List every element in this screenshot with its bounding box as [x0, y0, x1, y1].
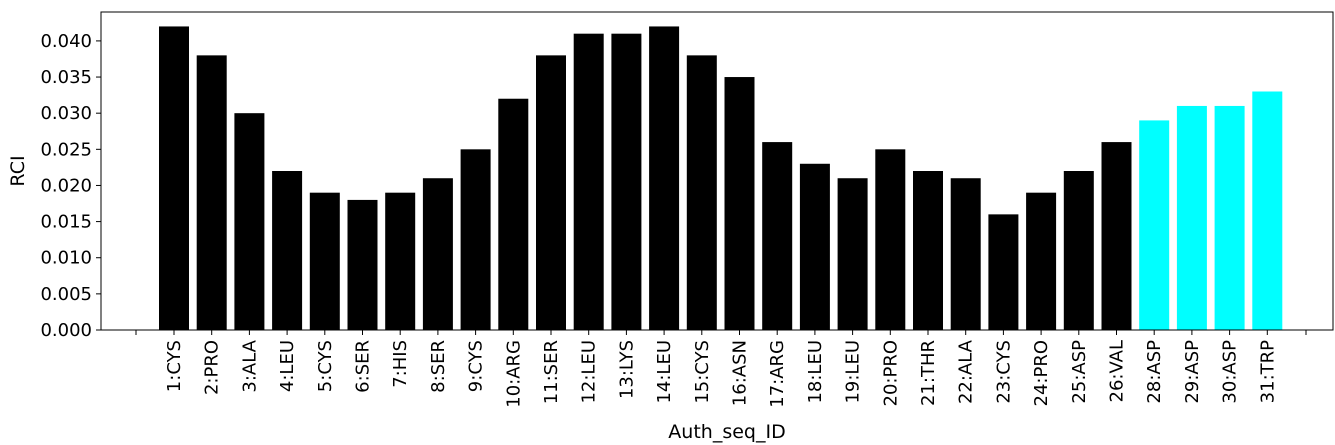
- y-tick-label: 0.005: [40, 284, 92, 305]
- x-tick-label: 1:CYS: [164, 340, 185, 392]
- x-tick-label: 14:LEU: [654, 340, 675, 404]
- bar: [1026, 192, 1057, 330]
- y-tick-label: 0.010: [40, 248, 92, 269]
- x-tick-label: 20:PRO: [880, 340, 901, 407]
- x-tick-label: 9:CYS: [466, 340, 487, 392]
- x-tick-label: 6:SER: [353, 340, 374, 393]
- bar: [686, 55, 717, 331]
- x-tick-label: 13:LYS: [616, 340, 637, 399]
- bar: [1101, 142, 1132, 330]
- x-tick-label: 18:LEU: [805, 340, 826, 404]
- x-tick-label: 26:VAL: [1107, 340, 1128, 402]
- x-axis-label: Auth_seq_ID: [668, 421, 785, 443]
- y-tick-label: 0.035: [40, 67, 92, 88]
- x-tick-label: 5:CYS: [315, 340, 336, 392]
- y-tick-label: 0.025: [40, 139, 92, 160]
- x-tick-label: 15:CYS: [692, 340, 713, 404]
- x-tick-label: 11:SER: [541, 340, 562, 404]
- bar: [309, 192, 340, 330]
- bar: [988, 214, 1019, 330]
- bar: [498, 98, 529, 330]
- x-tick-label: 7:HIS: [390, 340, 411, 388]
- x-tick-label: 16:ASN: [730, 340, 751, 406]
- x-tick-label: 3:ALA: [239, 339, 260, 392]
- bar: [385, 192, 416, 330]
- x-tick-label: 19:LEU: [843, 340, 864, 404]
- bar: [913, 171, 943, 330]
- bar: [347, 199, 378, 330]
- x-tick-label: 22:ALA: [956, 339, 977, 404]
- bar: [1176, 105, 1207, 330]
- x-tick-label: 2:PRO: [202, 340, 223, 395]
- bar: [536, 55, 566, 331]
- y-axis-ticks: 0.000 0.005 0.010 0.015 0.020 0.025 0.030 0.035…: [40, 31, 101, 341]
- x-tick-label: 29:ASP: [1182, 340, 1203, 404]
- y-tick-label: 0.020: [40, 175, 92, 196]
- bar: [196, 55, 227, 331]
- x-tick-label: 10:ARG: [503, 340, 524, 408]
- x-tick-label: 24:PRO: [1031, 340, 1052, 407]
- x-tick-label: 12:LEU: [579, 340, 600, 404]
- plot-frame: [100, 11, 1334, 331]
- bar: [799, 163, 830, 330]
- y-tick-label: 0.015: [40, 212, 92, 233]
- bars-group: [159, 26, 1283, 331]
- bar: [272, 171, 303, 330]
- y-tick-label: 0.040: [40, 31, 92, 52]
- bar: [1214, 105, 1245, 330]
- bar: [460, 149, 491, 330]
- bar: [611, 33, 642, 331]
- bar: [875, 149, 906, 330]
- bar: [649, 26, 680, 330]
- bar: [573, 33, 604, 331]
- bar: [950, 178, 981, 330]
- bar: [1252, 91, 1283, 330]
- bar: [422, 178, 453, 330]
- x-tick-label: 30:ASP: [1220, 340, 1241, 404]
- bar: [159, 26, 189, 330]
- x-tick-label: 8:SER: [428, 340, 449, 393]
- y-tick-label: 0.000: [40, 320, 92, 341]
- x-tick-label: 21:THR: [918, 340, 939, 406]
- x-tick-label: 23:CYS: [993, 340, 1014, 404]
- x-tick-label: 25:ASP: [1069, 340, 1090, 404]
- x-axis-ticks: 1:CYS 2:PRO 3:ALA 4:LEU 5:CYS 6:SER 7:HIS 8:SER…: [135, 330, 1307, 408]
- x-tick-label: 28:ASP: [1144, 340, 1165, 404]
- y-tick-label: 0.030: [40, 103, 92, 124]
- x-tick-label: 4:LEU: [277, 340, 298, 392]
- y-axis-label: RCI: [7, 155, 29, 186]
- bar: [837, 178, 868, 330]
- bar: [234, 113, 265, 331]
- x-tick-label: 31:TRP: [1257, 340, 1278, 403]
- bar: [1063, 171, 1094, 330]
- bar: [1139, 120, 1170, 330]
- bar: [762, 142, 793, 330]
- x-tick-label: 17:ARG: [767, 340, 788, 408]
- bar: [724, 77, 755, 330]
